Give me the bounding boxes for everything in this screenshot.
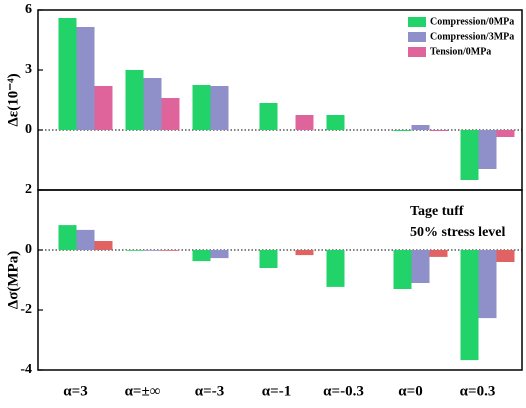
legend-label: Tension/0MPa xyxy=(430,46,491,57)
bar xyxy=(192,85,211,130)
legend-label: Compression/0MPa xyxy=(430,16,514,27)
bar xyxy=(210,250,229,259)
bar xyxy=(125,70,144,130)
x-tick-label: α=0 xyxy=(398,383,422,399)
bar xyxy=(76,229,95,250)
bar xyxy=(58,18,77,130)
bar xyxy=(94,86,113,130)
bar xyxy=(143,250,162,251)
bar xyxy=(94,241,113,250)
bar xyxy=(259,103,278,130)
annotation: 50% stress level xyxy=(410,225,505,240)
bar xyxy=(143,78,162,130)
bar xyxy=(393,130,412,131)
bar xyxy=(295,115,314,130)
bar xyxy=(478,250,497,319)
bar xyxy=(76,27,95,130)
bar xyxy=(259,250,278,268)
bar xyxy=(411,250,430,283)
y-axis-label: Δσ(MPa) xyxy=(5,251,21,309)
bar xyxy=(161,250,180,251)
bar xyxy=(429,130,448,131)
x-tick-label: α=±∞ xyxy=(125,383,161,399)
y-axis-label: Δε(10⁻⁴) xyxy=(5,73,21,126)
y-tick-label: -4 xyxy=(20,362,32,377)
bar xyxy=(496,130,515,137)
legend-swatch xyxy=(408,47,426,57)
bar xyxy=(58,225,77,250)
legend-label: Compression/3MPa xyxy=(430,31,514,42)
bar xyxy=(326,115,345,130)
x-tick-label: α=-1 xyxy=(262,383,291,399)
bar xyxy=(429,250,448,257)
bar xyxy=(326,250,345,287)
y-tick-label: 2 xyxy=(25,182,32,197)
x-tick-label: α=0.3 xyxy=(460,383,496,399)
bar xyxy=(460,130,479,180)
bar xyxy=(411,125,430,130)
bar xyxy=(192,250,211,262)
x-tick-label: α=3 xyxy=(63,383,87,399)
x-tick-label: α=-3 xyxy=(195,383,224,399)
y-tick-label: 6 xyxy=(25,2,32,17)
y-tick-label: 0 xyxy=(25,122,32,137)
annotation: Tage tuff xyxy=(410,204,464,219)
y-tick-label: -2 xyxy=(20,302,32,317)
bar xyxy=(393,250,412,289)
legend-swatch xyxy=(408,17,426,27)
legend-swatch xyxy=(408,32,426,42)
bar xyxy=(125,250,144,251)
bottom-frame xyxy=(37,189,523,371)
bar xyxy=(161,98,180,130)
x-tick-label: α=-0.3 xyxy=(323,383,364,399)
bar xyxy=(496,250,515,262)
bar xyxy=(210,86,229,130)
bar xyxy=(295,250,314,256)
bar xyxy=(478,130,497,169)
y-tick-label: 3 xyxy=(25,62,32,77)
bar xyxy=(460,250,479,361)
y-tick-label: 0 xyxy=(25,242,32,257)
